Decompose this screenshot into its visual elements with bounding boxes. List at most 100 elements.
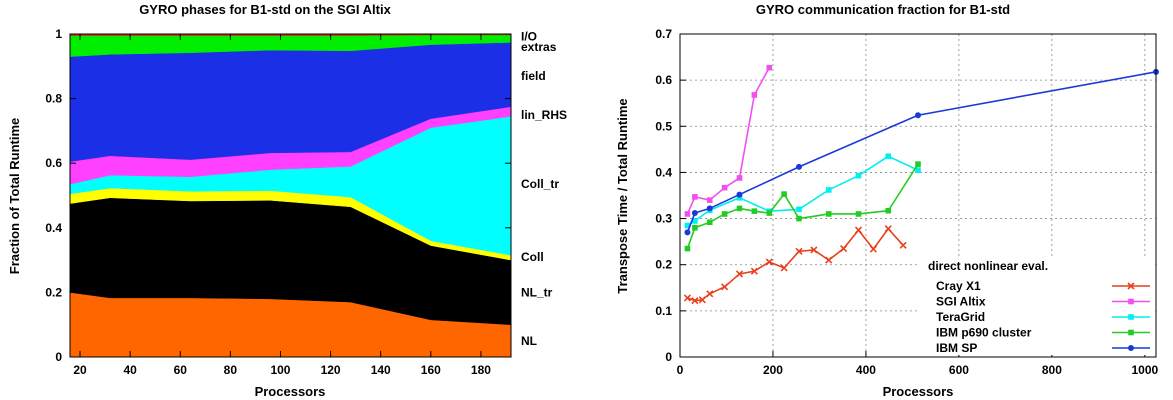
right-y-tick-label: 0.4	[655, 165, 672, 179]
point-cray-x1	[869, 245, 877, 253]
point-sgi-altix	[684, 211, 691, 217]
right-y-tick-label: 0.3	[655, 212, 672, 226]
point-ibm-p690-cluster	[721, 211, 728, 217]
line-ibm-sp	[686, 71, 1157, 233]
point-teragrid	[796, 206, 802, 213]
label-i-o: I/O	[521, 30, 537, 44]
point-ibm-p690-cluster	[684, 245, 691, 252]
label-nl: NL	[521, 334, 537, 348]
left-x-tick-label: 180	[471, 363, 491, 377]
left-x-tick-label: 80	[224, 363, 238, 377]
point-ibm-p690-cluster	[781, 191, 787, 197]
series-ibm-p690-cluster	[684, 161, 921, 252]
right-x-axis-ticks: 0 200 400 600 800 1000	[677, 351, 1159, 377]
legend-marker	[1128, 329, 1134, 336]
point-cray-x1	[884, 225, 892, 233]
point-cray-x1	[735, 270, 744, 278]
label-coll-tr: Coll_tr	[521, 177, 559, 191]
right-y-tick-label: 0.6	[655, 73, 672, 87]
legend-marker	[1128, 298, 1134, 305]
legend-swatch-ibm-p690-cluster	[1112, 329, 1150, 336]
right-y-tick-label: 0.7	[655, 27, 672, 41]
series-ibm-sp	[684, 68, 1159, 236]
point-ibm-p690-cluster	[692, 225, 698, 231]
legend-swatch-sgi-altix	[1112, 298, 1150, 305]
left-x-tick-label: 40	[123, 363, 137, 377]
right-chart-title: GYRO communication fraction for B1-std	[756, 2, 1010, 17]
left-x-tick-label: 100	[270, 363, 290, 377]
label-nl-tr: NL_tr	[521, 285, 553, 299]
right-y-axis-label: Transpose Time / Total Runtime	[615, 98, 630, 293]
legend-label-sgi-altix: SGI Altix	[936, 295, 986, 309]
point-cray-x1	[840, 244, 848, 253]
point-ibm-p690-cluster	[855, 211, 862, 217]
series-sgi-altix	[684, 64, 773, 217]
legend-swatch-teragrid	[1112, 314, 1150, 320]
left-x-axis-label: Processors	[255, 384, 326, 399]
point-teragrid	[885, 153, 892, 160]
point-ibm-p690-cluster	[825, 211, 832, 217]
left-x-tick-label: 120	[321, 363, 341, 377]
left-y-tick-label: 1	[55, 27, 62, 41]
left-stacked-area-chart: GYRO phases for B1-std on the SGI Altix …	[7, 2, 567, 399]
left-x-axis-ticks: 20 40 60 80 100 120 140 160 180	[73, 34, 491, 377]
point-sgi-altix	[766, 64, 773, 71]
legend-label-teragrid: TeraGrid	[936, 310, 985, 324]
left-plot-frame	[69, 33, 512, 358]
label-extras: extras	[521, 40, 557, 54]
point-cray-x1	[698, 296, 706, 304]
point-teragrid	[915, 167, 921, 173]
point-cray-x1	[691, 297, 699, 305]
point-ibm-sp	[736, 191, 743, 198]
point-sgi-altix	[721, 184, 728, 191]
left-y-tick-label: 0.6	[45, 156, 62, 170]
label-lin-rhs: lin_RHS	[521, 108, 567, 122]
line-teragrid	[687, 155, 919, 227]
left-x-tick-label: 160	[421, 363, 441, 377]
right-y-tick-label: 0	[665, 350, 672, 364]
right-plot-frame	[679, 33, 1157, 358]
point-teragrid	[684, 222, 691, 229]
point-cray-x1	[810, 246, 818, 254]
left-x-tick-label: 60	[174, 363, 188, 377]
point-cray-x1	[780, 264, 788, 272]
point-sgi-altix	[751, 92, 758, 98]
label-coll: Coll	[521, 250, 544, 264]
point-ibm-sp	[796, 163, 802, 170]
left-chart-title: GYRO phases for B1-std on the SGI Altix	[139, 2, 391, 17]
legend-label-ibm-sp: IBM SP	[936, 341, 977, 355]
right-x-tick-label: 200	[763, 363, 783, 377]
left-y-tick-label: 0	[55, 350, 62, 364]
left-area-layers	[69, 33, 512, 358]
point-cray-x1	[795, 247, 803, 255]
legend: direct nonlinear eval. Cray X1 SGI AltixT…	[918, 259, 1154, 355]
legend-label-cray-x1: Cray X1	[936, 279, 981, 293]
right-y-tick-label: 0.2	[655, 258, 672, 272]
legend-marker	[1127, 282, 1135, 290]
left-y-axis-label: Fraction of Total Runtime	[7, 118, 22, 274]
right-line-chart: GYRO communication fraction for B1-std 0…	[615, 2, 1159, 399]
legend-swatch-ibm-sp	[1112, 345, 1150, 351]
point-ibm-sp	[691, 210, 698, 217]
point-ibm-p690-cluster	[736, 205, 743, 212]
point-ibm-p690-cluster	[915, 161, 921, 167]
legend-swatch-cray-x1	[1112, 282, 1150, 290]
point-sgi-altix	[706, 197, 713, 203]
point-cray-x1	[706, 290, 714, 298]
right-x-tick-label: 1000	[1131, 363, 1158, 377]
point-cray-x1	[825, 256, 833, 264]
right-x-tick-label: 600	[949, 363, 969, 377]
left-x-tick-label: 140	[371, 363, 391, 377]
point-ibm-p690-cluster	[751, 208, 758, 214]
legend-title: direct nonlinear eval.	[928, 259, 1048, 273]
point-ibm-p690-cluster	[796, 215, 802, 222]
point-cray-x1	[750, 267, 758, 275]
point-cray-x1	[721, 283, 729, 291]
point-teragrid	[736, 195, 743, 201]
point-ibm-sp	[684, 229, 691, 236]
point-ibm-p690-cluster	[766, 210, 773, 216]
point-teragrid	[825, 187, 832, 193]
left-y-tick-label: 0.2	[45, 285, 62, 299]
